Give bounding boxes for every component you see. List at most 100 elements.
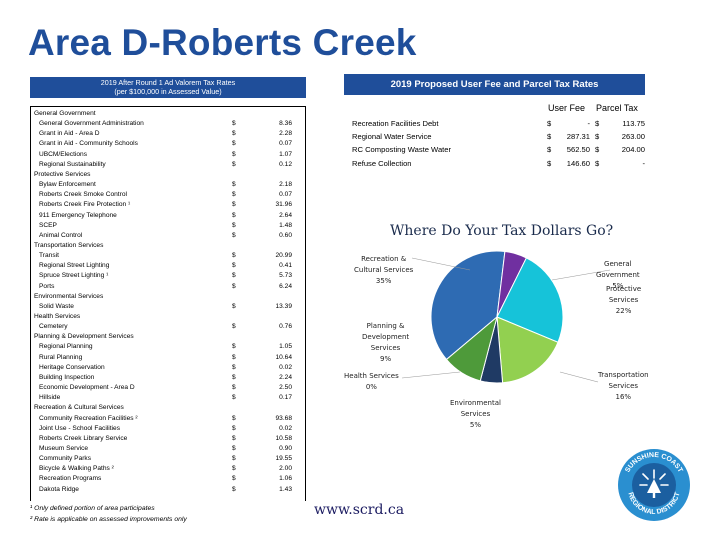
currency-symbol: $	[547, 119, 552, 128]
tax-row-value: 0.90	[279, 444, 292, 452]
tax-row-label: Joint Use - School Facilities	[39, 424, 120, 432]
tax-row-label: Solid Waste	[39, 302, 74, 310]
tax-row: Hillside $0.17	[31, 393, 305, 403]
fee-row: RC Composting Waste Water $562.50 $204.00	[352, 143, 652, 156]
currency-symbol: $	[232, 455, 236, 463]
user-fee-column-header: User Fee	[548, 103, 586, 113]
tax-row-value: 0.41	[279, 262, 292, 270]
tax-row-value: 2.18	[279, 181, 292, 189]
fee-row-label: Regional Water Service	[352, 132, 432, 142]
fee-row-user-fee: 287.31	[566, 132, 590, 142]
label-recreation: Recreation & Cultural Services 35%	[354, 255, 414, 285]
currency-symbol: $	[232, 373, 236, 381]
tax-row-value: 0.60	[279, 231, 292, 239]
tax-row-value: 13.39	[275, 302, 292, 310]
currency-symbol: $	[547, 145, 552, 155]
tax-row-label: Community Recreation Facilities ²	[39, 414, 138, 422]
tax-row: SCEP $1.48	[31, 221, 305, 231]
currency-symbol: $	[232, 130, 236, 138]
tax-row-label: Health Services	[34, 313, 81, 320]
tax-row-value: 0.07	[279, 140, 292, 148]
currency-symbol: $	[232, 160, 236, 168]
tax-row-label: Spruce Street Lighting ¹	[39, 272, 109, 280]
tax-row: Bylaw Enforcement $2.18	[31, 180, 305, 190]
parcel-tax-column-header: Parcel Tax	[596, 103, 638, 113]
tax-row-label: General Government	[34, 110, 96, 117]
leader-general	[551, 269, 611, 281]
user-fee-header: 2019 Proposed User Fee and Parcel Tax Ra…	[344, 74, 645, 95]
website-link[interactable]: www.scrd.ca	[314, 502, 405, 518]
tax-row-value: 1.07	[279, 150, 292, 158]
tax-row-value: 1.48	[279, 221, 292, 229]
pie-slice-planning-development-services	[445, 315, 498, 382]
page-title: Area D-Roberts Creek	[28, 22, 417, 63]
currency-symbol: $	[232, 363, 236, 371]
tax-row-label: Community Parks	[39, 455, 92, 463]
tax-section-heading: Recreation & Cultural Services	[31, 403, 305, 413]
tax-row-label: Economic Development - Area D	[39, 384, 135, 392]
currency-symbol: $	[232, 252, 236, 260]
chart-title: Where Do Your Tax Dollars Go?	[390, 223, 614, 239]
currency-symbol: $	[232, 475, 236, 483]
tax-row: Ports $6.24	[31, 282, 305, 292]
currency-symbol: $	[232, 262, 236, 270]
fee-row: Refuse Collection $146.60 $ -	[352, 157, 652, 170]
currency-symbol: $	[547, 158, 552, 168]
tax-section-heading: Protective Services	[31, 170, 305, 180]
tax-row: 911 Emergency Telephone $2.64	[31, 211, 305, 221]
currency-symbol: $	[232, 444, 236, 452]
fee-row-parcel-tax: -	[642, 158, 645, 168]
tax-row: Grant in Aid - Area D $2.28	[31, 129, 305, 139]
tax-row-value: 2.00	[279, 465, 292, 473]
tax-row: Solid Waste $13.39	[31, 302, 305, 312]
currency-symbol: $	[232, 201, 236, 209]
tax-row-label: Regional Street Lighting	[39, 262, 110, 270]
tax-row: Museum Service $0.90	[31, 444, 305, 454]
tax-row-label: Transportation Services	[34, 241, 104, 249]
currency-symbol: $	[547, 132, 552, 142]
currency-symbol: $	[595, 119, 600, 128]
currency-symbol: $	[232, 272, 236, 280]
currency-symbol: $	[232, 150, 236, 158]
tax-row-label: Protective Services	[34, 170, 91, 178]
footnote-1: ¹ Only defined portion of area participa…	[30, 505, 155, 512]
tax-row: Community Parks $19.55	[31, 454, 305, 464]
currency-symbol: $	[232, 414, 236, 422]
sun-tree-icon	[639, 469, 669, 486]
fee-row-parcel-tax: 113.75	[622, 119, 645, 128]
tax-row-value: 20.99	[275, 252, 292, 260]
ad-valorem-header: 2019 After Round 1 Ad Valorem Tax Rates …	[30, 77, 306, 98]
tax-row-label: Animal Control	[39, 231, 83, 239]
tax-row: Transit $20.99	[31, 251, 305, 261]
tax-row-label: Bylaw Enforcement	[39, 181, 96, 189]
tax-row-label: Roberts Creek Smoke Control	[39, 191, 127, 199]
tax-row: Roberts Creek Fire Protection ¹ $31.96	[31, 200, 305, 210]
tax-row-label: Roberts Creek Fire Protection ¹	[39, 201, 131, 209]
currency-symbol: $	[232, 424, 236, 432]
tax-row: General Government Administration $8.36	[31, 119, 305, 129]
logo-tree-shape	[647, 479, 661, 493]
tax-row-label: Hillside	[39, 394, 61, 402]
tax-row-label: UBCM/Elections	[39, 150, 88, 158]
tax-row-label: Rural Planning	[39, 353, 83, 361]
fee-row: Regional Water Service $287.31 $263.00	[352, 130, 652, 143]
label-health: Health Services 0%	[344, 372, 399, 391]
tax-row-label: Recreation Programs	[39, 475, 102, 483]
tax-row-label: Cemetery	[39, 323, 68, 331]
tax-row-value: 2.28	[279, 130, 292, 138]
label-environmental: Environmental Services 5%	[450, 399, 501, 429]
footnote-2: ² Rate is applicable on assessed improve…	[30, 516, 187, 523]
tax-row: Dakota Ridge $1.43	[31, 485, 305, 495]
scrd-logo: SUNSHINE COAST REGIONAL DISTRICT	[618, 449, 690, 521]
tax-row-label: Grant in Aid - Area D	[39, 130, 100, 138]
currency-symbol: $	[232, 384, 236, 392]
tax-row: UBCM/Elections $1.07	[31, 150, 305, 160]
leader-recreation	[411, 257, 471, 271]
tax-row-label: Recreation & Cultural Services	[34, 404, 124, 412]
tax-row-label: Planning & Development Services	[34, 333, 134, 341]
fee-row-parcel-tax: 204.00	[621, 145, 645, 155]
currency-symbol: $	[232, 465, 236, 473]
currency-symbol: $	[232, 221, 236, 229]
tax-section-heading: Transportation Services	[31, 241, 305, 251]
